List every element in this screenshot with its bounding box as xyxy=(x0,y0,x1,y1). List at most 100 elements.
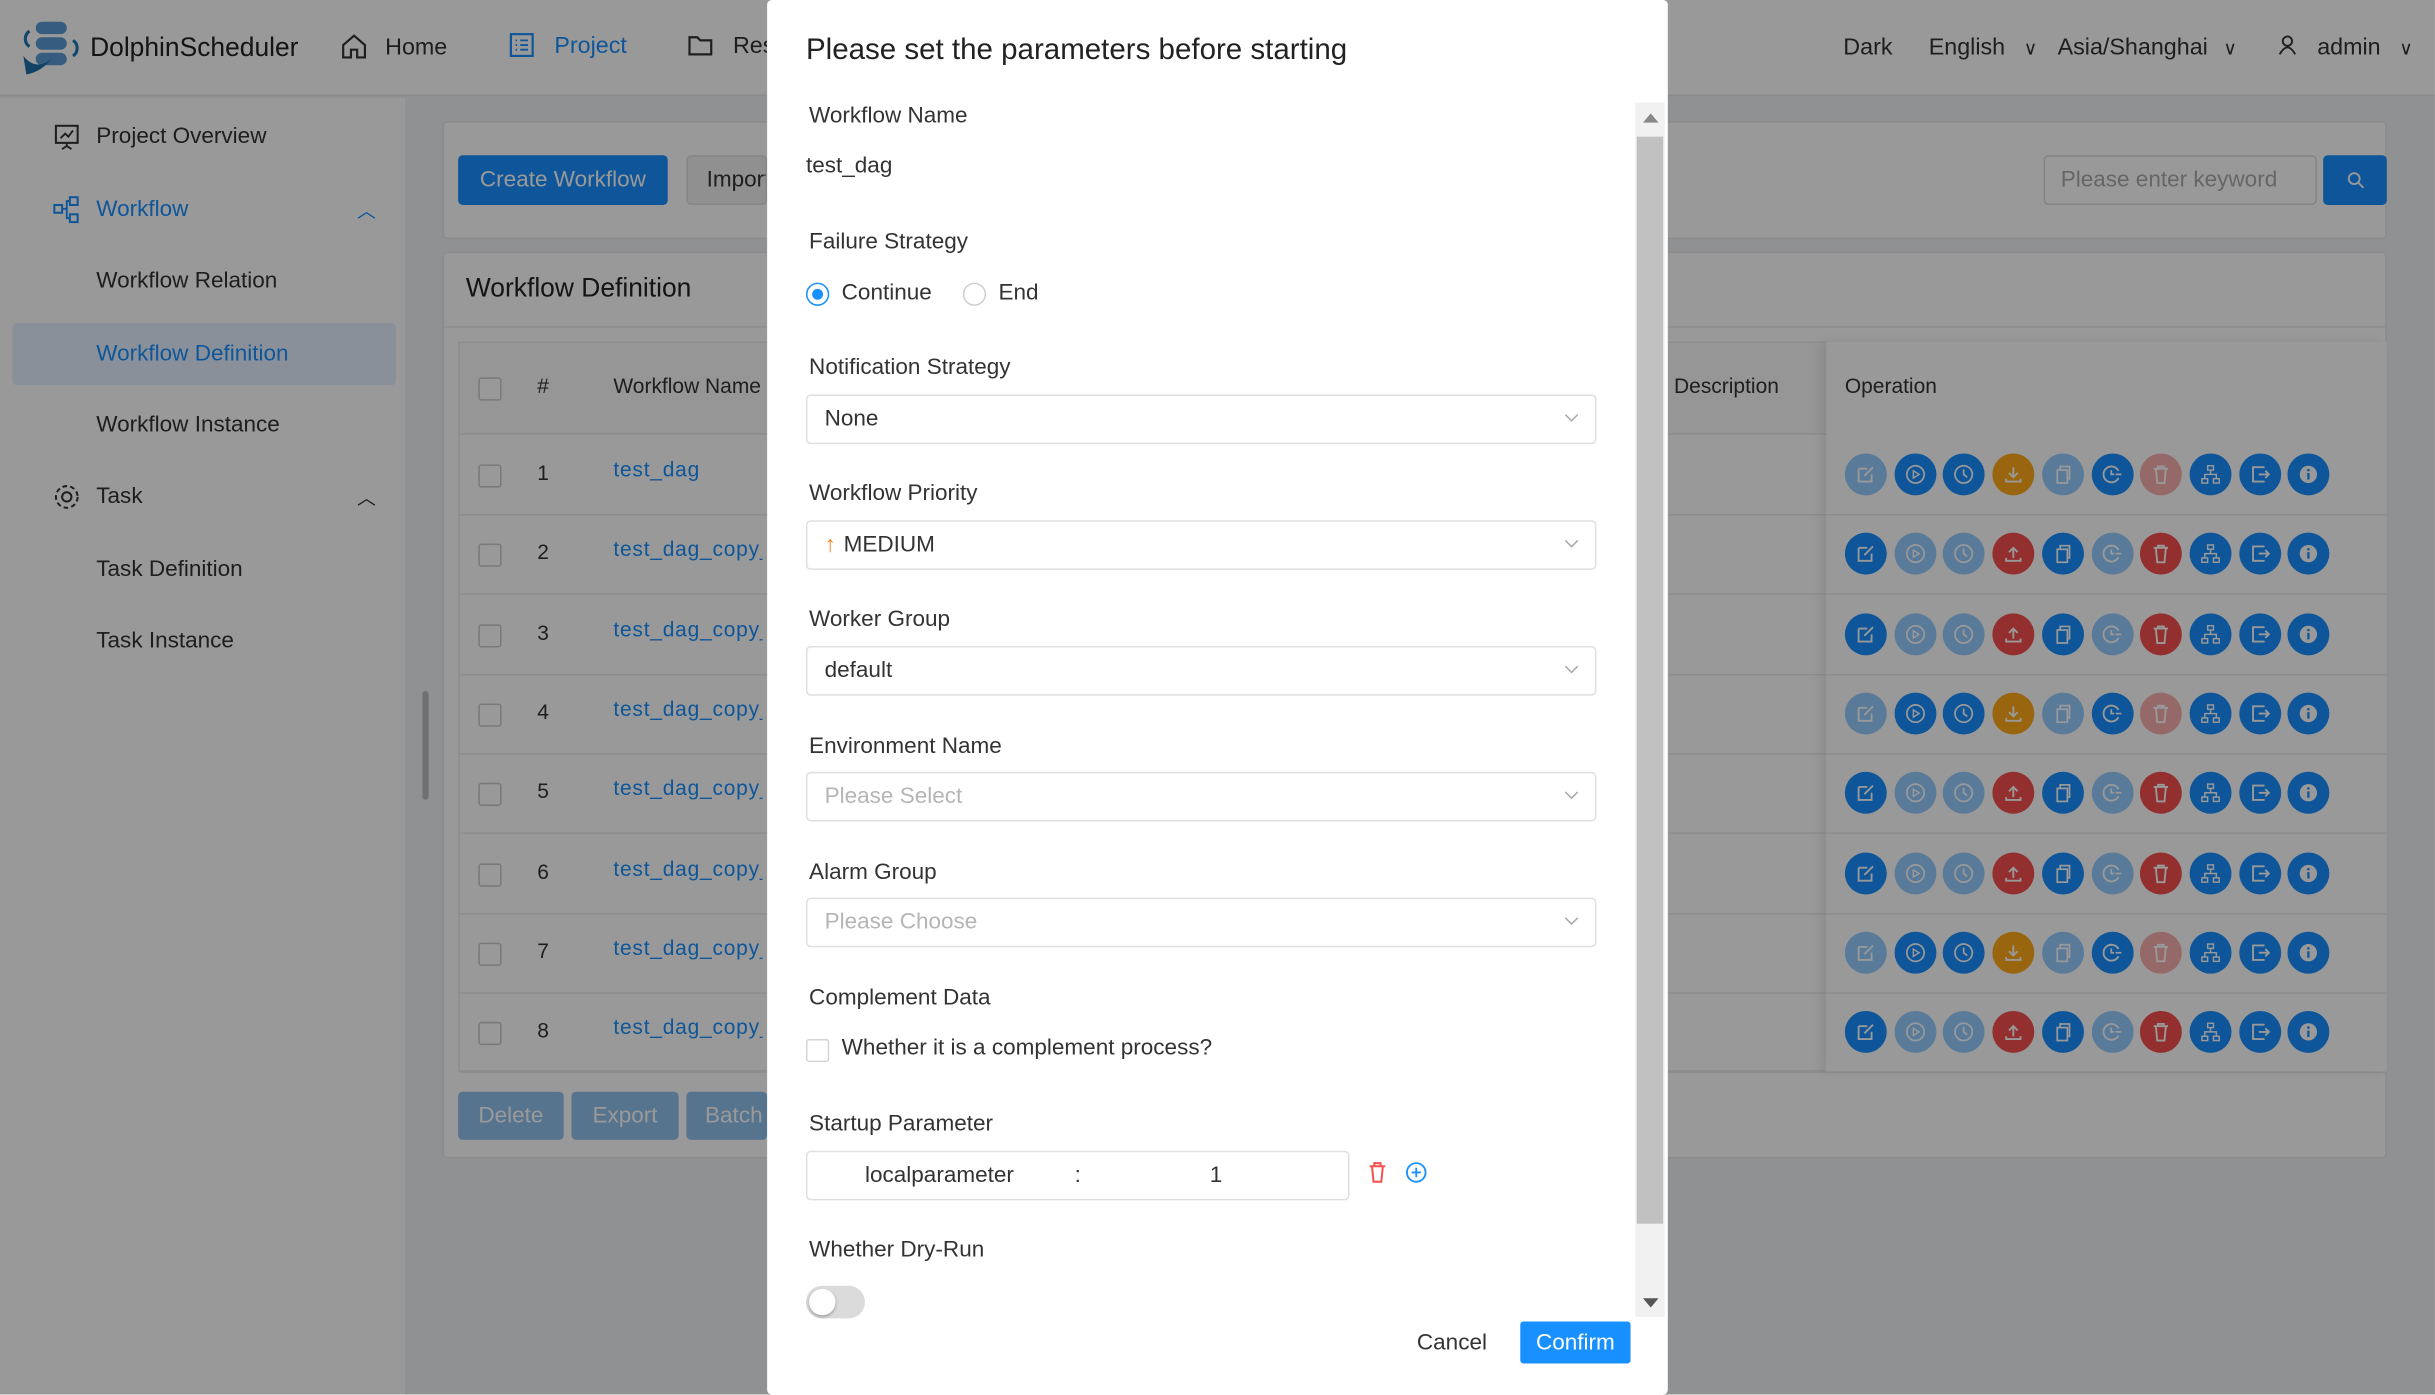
online-button[interactable] xyxy=(1992,772,2035,815)
timing-button[interactable] xyxy=(1943,533,1986,576)
start-button[interactable] xyxy=(1894,612,1936,655)
timing-button[interactable] xyxy=(1943,772,1986,815)
start-button[interactable] xyxy=(1894,1011,1936,1054)
theme-toggle[interactable]: Dark xyxy=(1843,34,1893,61)
dry-run-toggle[interactable] xyxy=(805,1285,865,1319)
sidebar-item-task[interactable]: Task ︿ xyxy=(12,466,396,528)
edit-button[interactable] xyxy=(1844,851,1887,894)
edit-button[interactable] xyxy=(1844,453,1887,496)
tree-view-button[interactable] xyxy=(2189,1011,2232,1054)
edit-button[interactable] xyxy=(1844,772,1887,815)
export-button[interactable]: Export xyxy=(571,1091,679,1140)
workflow-name-link[interactable]: test_dag_copy_ xyxy=(613,856,763,880)
row-checkbox[interactable] xyxy=(478,623,502,647)
nav-home[interactable]: Home xyxy=(339,31,447,62)
startup-parameter-field[interactable]: localparameter : 1 xyxy=(805,1150,1350,1201)
timing-button[interactable] xyxy=(1943,612,1986,655)
delete-button[interactable] xyxy=(2140,692,2183,735)
row-checkbox[interactable] xyxy=(478,1021,502,1046)
delete-button[interactable] xyxy=(2140,1011,2183,1054)
search-input[interactable]: Please enter keyword xyxy=(2043,155,2317,205)
dialog-scrollbar[interactable] xyxy=(1635,102,1665,1317)
sidebar-item-workflow[interactable]: Workflow ︿ xyxy=(12,179,396,241)
alarm-group-select[interactable]: Please Choose xyxy=(805,897,1597,948)
row-checkbox[interactable] xyxy=(478,703,502,727)
row-checkbox[interactable] xyxy=(478,782,502,807)
cron-manage-button[interactable] xyxy=(2090,931,2133,974)
export-button[interactable] xyxy=(2238,692,2281,735)
version-info-button[interactable] xyxy=(2287,1011,2330,1054)
radio-continue[interactable] xyxy=(805,282,830,306)
tree-view-button[interactable] xyxy=(2189,692,2232,735)
delete-button[interactable] xyxy=(2140,533,2183,576)
offline-button[interactable] xyxy=(1992,453,2035,496)
edit-button[interactable] xyxy=(1844,931,1887,974)
cron-manage-button[interactable] xyxy=(2090,533,2133,576)
delete-param-icon[interactable] xyxy=(1368,1162,1387,1184)
copy-button[interactable] xyxy=(2041,612,2084,655)
timing-button[interactable] xyxy=(1943,692,1986,735)
notification-strategy-select[interactable]: None xyxy=(805,394,1597,445)
workflow-priority-select[interactable]: ↑ MEDIUM xyxy=(805,520,1597,570)
search-button[interactable] xyxy=(2323,155,2387,205)
copy-button[interactable] xyxy=(2041,1011,2084,1054)
copy-button[interactable] xyxy=(2041,931,2084,974)
start-button[interactable] xyxy=(1894,851,1936,894)
timing-button[interactable] xyxy=(1943,931,1986,974)
complement-checkbox[interactable] xyxy=(805,1038,830,1063)
edit-button[interactable] xyxy=(1844,692,1887,735)
sidebar-item-project-overview[interactable]: Project Overview xyxy=(12,106,396,168)
sidebar-item-task-instance[interactable]: Task Instance xyxy=(96,628,234,654)
cancel-button[interactable]: Cancel xyxy=(1416,1330,1487,1355)
online-button[interactable] xyxy=(1992,1011,2035,1054)
copy-button[interactable] xyxy=(2041,692,2084,735)
cron-manage-button[interactable] xyxy=(2090,692,2133,735)
row-checkbox[interactable] xyxy=(478,464,502,488)
online-button[interactable] xyxy=(1992,612,2035,655)
worker-group-select[interactable]: default xyxy=(805,646,1597,696)
delete-button[interactable] xyxy=(2140,851,2183,894)
version-info-button[interactable] xyxy=(2287,692,2330,735)
scroll-down-arrow-icon[interactable] xyxy=(1642,1298,1659,1308)
scroll-up-arrow-icon[interactable] xyxy=(1642,113,1659,123)
export-button[interactable] xyxy=(2238,1011,2281,1054)
workflow-name-link[interactable]: test_dag_copy_ xyxy=(613,617,763,641)
cron-manage-button[interactable] xyxy=(2090,772,2133,815)
language-select[interactable]: English ∨ xyxy=(1928,34,2038,61)
copy-button[interactable] xyxy=(2041,772,2084,815)
scrollbar-thumb[interactable] xyxy=(1636,136,1664,1224)
workflow-name-link[interactable]: test_dag_copy_ xyxy=(613,1015,763,1040)
timezone-select[interactable]: Asia/Shanghai ∨ xyxy=(2057,34,2238,61)
delete-button[interactable]: Delete xyxy=(458,1091,564,1140)
tree-view-button[interactable] xyxy=(2189,612,2232,655)
edit-button[interactable] xyxy=(1844,533,1887,576)
version-info-button[interactable] xyxy=(2287,453,2330,496)
copy-button[interactable] xyxy=(2041,533,2084,576)
workflow-name-link[interactable]: test_dag_copy_ xyxy=(613,776,763,801)
version-info-button[interactable] xyxy=(2287,612,2330,655)
workflow-name-link[interactable]: test_dag_copy_ xyxy=(613,936,763,960)
export-button[interactable] xyxy=(2238,851,2281,894)
export-button[interactable] xyxy=(2238,772,2281,815)
cron-manage-button[interactable] xyxy=(2090,453,2133,496)
create-workflow-button[interactable]: Create Workflow xyxy=(458,155,668,205)
version-info-button[interactable] xyxy=(2287,931,2330,974)
delete-button[interactable] xyxy=(2140,453,2183,496)
copy-button[interactable] xyxy=(2041,453,2084,496)
cron-manage-button[interactable] xyxy=(2090,1011,2133,1054)
timing-button[interactable] xyxy=(1943,1011,1986,1054)
start-button[interactable] xyxy=(1894,772,1936,815)
start-button[interactable] xyxy=(1894,692,1936,735)
workflow-name-link[interactable]: test_dag_copy_ xyxy=(613,697,763,721)
nav-project[interactable]: Project xyxy=(508,31,627,59)
offline-button[interactable] xyxy=(1992,692,2035,735)
export-button[interactable] xyxy=(2238,453,2281,496)
nav-resources[interactable]: Resources xyxy=(686,31,767,59)
row-checkbox[interactable] xyxy=(478,862,502,886)
cron-manage-button[interactable] xyxy=(2090,612,2133,655)
delete-button[interactable] xyxy=(2140,612,2183,655)
start-button[interactable] xyxy=(1894,453,1936,496)
cron-manage-button[interactable] xyxy=(2090,851,2133,894)
export-button[interactable] xyxy=(2238,931,2281,974)
batch-copy-button[interactable]: Batch Copy xyxy=(686,1091,768,1140)
